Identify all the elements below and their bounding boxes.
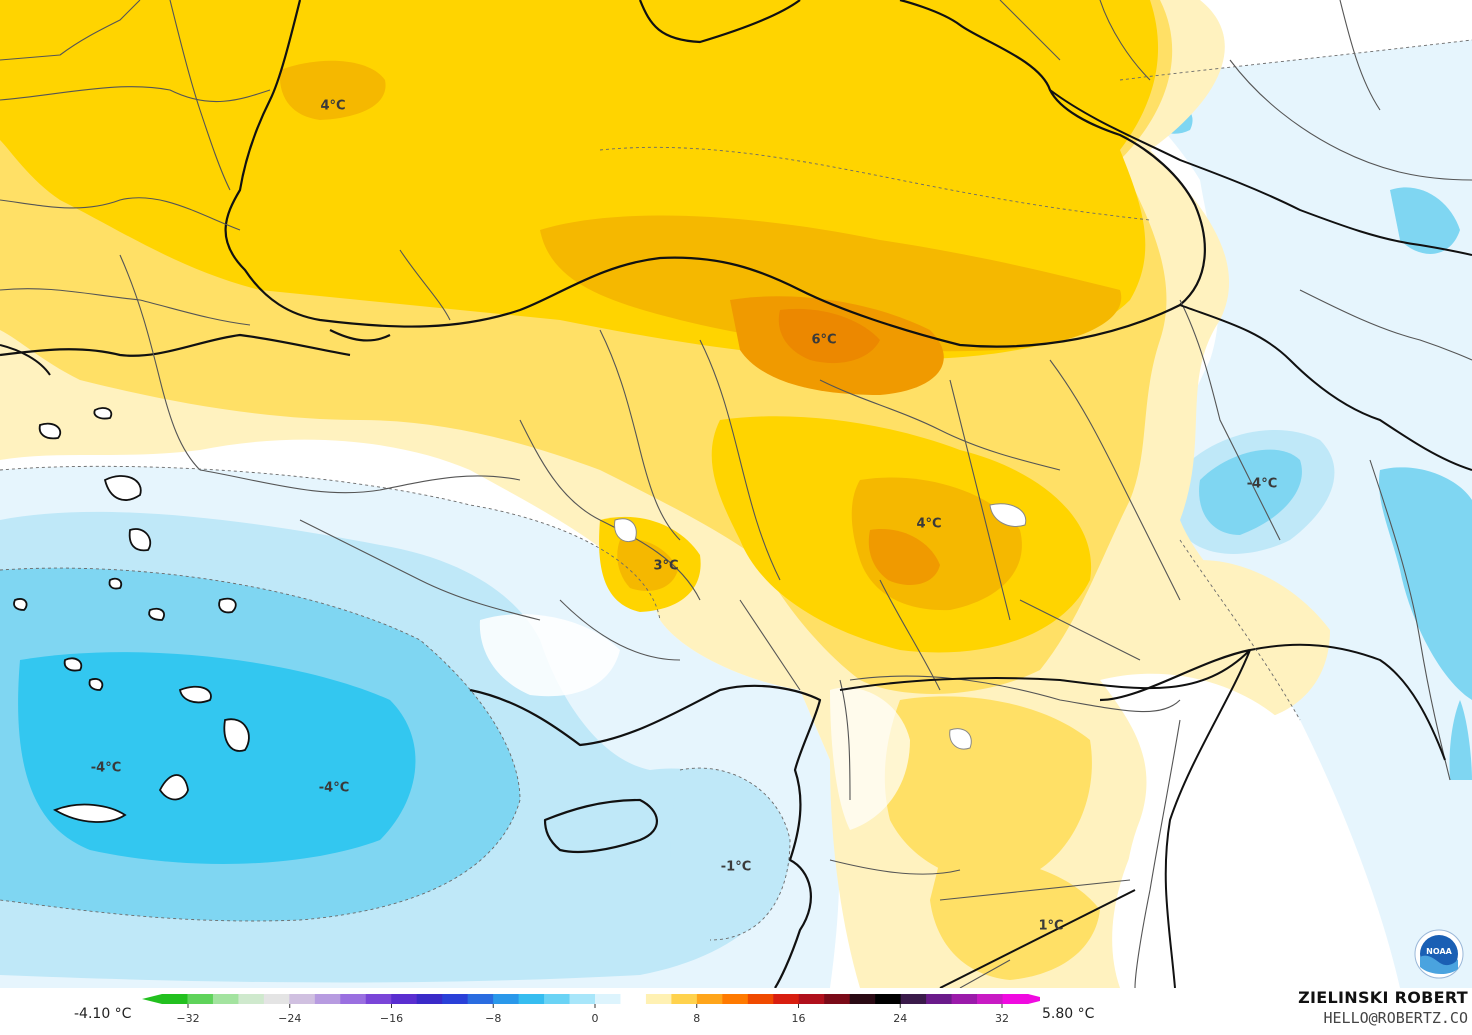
colorbar-segment [391,994,418,1004]
colorbar-segment [442,994,469,1004]
colorbar-tick-label: 0 [592,1012,599,1025]
temperature-label: 4°C [916,516,942,532]
colorbar-segment [467,994,494,1004]
colorbar-segment [365,994,392,1004]
logo-text: NOAA [1426,947,1452,956]
legend-min-label: -4.10 °C [74,1006,132,1022]
colorbar-segment [645,994,672,1004]
colorbar-segment [696,994,723,1004]
temperature-label: -4°C [318,780,350,796]
colorbar-segment [798,994,825,1004]
colorbar-tick-label: 16 [792,1012,806,1025]
colorbar-segment [1002,994,1029,1004]
logo-wave [1420,955,1458,975]
author-name: ZIELINSKI ROBERT [1298,988,1468,1007]
colorbar-segment [289,994,316,1004]
temperature-label: -4°C [90,760,122,776]
noaa-logo: NOAA [1414,929,1464,979]
temperature-label: 3°C [653,558,679,574]
colorbar-segment [722,994,749,1004]
coastlines [0,0,1251,988]
colorbar-segment [926,994,953,1004]
colorbar-segment [162,994,188,1004]
colorbar-segment [544,994,571,1004]
neutral-patches [479,614,1308,988]
colorbar-min-arrow [142,994,162,1004]
colorbar-segment [849,994,876,1004]
author-email[interactable]: HELLO@ROBERTZ.CO [1323,1009,1469,1027]
colorbar-segment [900,994,927,1004]
colorbar-tick-label: 24 [893,1012,907,1025]
colorbar-segment [416,994,443,1004]
colorbar-tick-label: 8 [693,1012,700,1025]
colorbar-max-arrow [1028,994,1040,1004]
admin-boundaries [0,0,1472,988]
colorbar-tick-label: 32 [995,1012,1009,1025]
temperature-anomaly-map[interactable]: 4°C 6°C 4°C 3°C -4°C -4°C -4°C -1°C 1°C NOAA [0,0,1472,988]
national-borders [0,89,1472,988]
colorbar-segment [671,994,698,1004]
contour-lines [0,39,1472,941]
colorbar-segment [875,994,902,1004]
aegean-islands [13,407,250,823]
lakes [614,503,1027,750]
colorbar-tick-label: −24 [278,1012,301,1025]
colorbar-segment [620,994,647,1004]
colorbar-segment [238,994,265,1004]
legend-max-label: 5.80 °C [1042,1006,1095,1022]
colorbar-tick-label: −8 [485,1012,501,1025]
colorbar-tick-label: −16 [380,1012,403,1025]
temperature-label: -1°C [720,859,752,875]
colorbar-segment [493,994,520,1004]
colorbar-segment [951,994,978,1004]
colorbar-legend: -4.10 °C −32 −24 −16 −8 0 8 16 24 32 5.80 °C ZIE… [0,988,1472,1035]
colorbar-tick-label: −32 [176,1012,199,1025]
colorbar-segment [314,994,341,1004]
colorbar: −32 −24 −16 −8 0 8 16 24 32 [142,994,1040,1025]
colorbar-segment [773,994,800,1004]
colorbar-segment [212,994,239,1004]
colorbar-segment [569,994,596,1004]
colorbar-segment [518,994,545,1004]
colorbar-segment [340,994,367,1004]
temperature-label: -4°C [1246,476,1278,492]
credit-block: ZIELINSKI ROBERT HELLO@ROBERTZ.CO [1298,988,1468,1028]
colorbar-segment [263,994,290,1004]
colorbar-segment [747,994,774,1004]
colorbar-segment [595,994,621,1004]
temperature-label: 4°C [320,98,346,114]
colorbar-segment [977,994,1004,1004]
temperature-label: 1°C [1038,918,1064,934]
map-canvas [0,0,1472,988]
colorbar-segment [187,994,214,1004]
temperature-label: 6°C [811,332,837,348]
colorbar-segment [824,994,851,1004]
warm-anomaly-zones [0,0,1330,988]
